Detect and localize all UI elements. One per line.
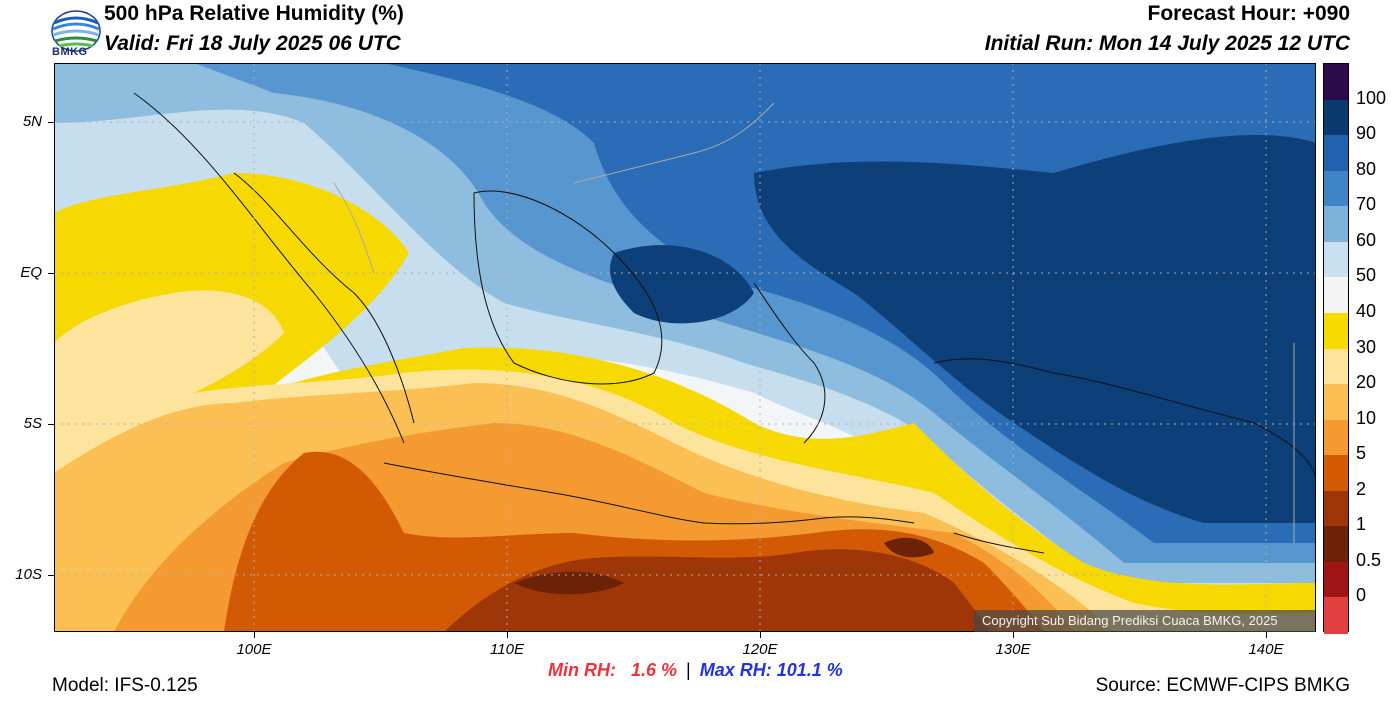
colorbar-segment: [1324, 348, 1348, 385]
lat-label-eq: EQ: [20, 264, 42, 281]
lat-tick: [48, 424, 54, 425]
map-title: 500 hPa Relative Humidity (%): [104, 2, 404, 25]
colorbar-segment: [1324, 490, 1348, 527]
colorbar-label: 0: [1356, 585, 1367, 606]
initial-run: Initial Run: Mon 14 July 2025 12 UTC: [984, 32, 1350, 55]
colorbar-segment: [1324, 312, 1348, 349]
colorbar-label: 10: [1356, 407, 1377, 428]
colorbar-label: 0.5: [1356, 549, 1382, 570]
model-label: Model: IFS-0.125: [52, 675, 198, 696]
lon-label-120e: 120E: [742, 641, 778, 658]
min-rh-label: Min RH: 1.6 %: [548, 660, 678, 680]
colorbar-label: 70: [1356, 194, 1377, 215]
lon-label-110e: 110E: [490, 641, 524, 658]
colorbar-label: 2: [1356, 478, 1367, 499]
colorbar-label: 5: [1356, 443, 1367, 464]
bmkg-logo-icon: [51, 10, 101, 52]
lon-tick: [507, 632, 508, 638]
logo-text: BMKG: [52, 46, 88, 58]
colorbar-label: 90: [1356, 123, 1377, 144]
colorbar: [1323, 63, 1349, 634]
colorbar-label: 100: [1356, 87, 1387, 108]
colorbar-segment: [1324, 419, 1348, 456]
colorbar-segment: [1324, 384, 1348, 421]
colorbar-segment: [1324, 241, 1348, 278]
lon-tick: [1266, 632, 1267, 638]
lat-tick: [48, 122, 54, 123]
separator: |: [686, 660, 691, 680]
colorbar-segment: [1324, 526, 1348, 563]
colorbar-label: 50: [1356, 265, 1377, 286]
lon-tick: [760, 632, 761, 638]
colorbar-label: 30: [1356, 336, 1377, 357]
colorbar-label: 1: [1356, 514, 1367, 535]
colorbar-segment: [1324, 561, 1348, 598]
colorbar-segment: [1324, 455, 1348, 492]
max-rh-label: Max RH: 101.1 %: [699, 660, 843, 680]
colorbar-label: 60: [1356, 229, 1377, 250]
lon-label-130e: 130E: [995, 641, 1031, 658]
colorbar-segment: [1324, 597, 1348, 634]
lat-label-5s: 5S: [23, 415, 42, 432]
forecast-hour: Forecast Hour: +090: [1147, 2, 1351, 25]
source-label: Source: ECMWF-CIPS BMKG: [1095, 675, 1350, 696]
lon-label-140e: 140E: [1248, 641, 1284, 658]
colorbar-label: 80: [1356, 158, 1377, 179]
copyright-notice: Copyright Sub Bidang Prediksi Cuaca BMKG…: [974, 610, 1315, 632]
colorbar-segment: [1324, 277, 1348, 314]
lat-label-5n: 5N: [22, 113, 42, 130]
min-max-rh: Min RH: 1.6 % | Max RH: 101.1 %: [548, 660, 843, 681]
lon-label-100e: 100E: [236, 641, 272, 658]
colorbar-segment: [1324, 135, 1348, 172]
humidity-map: [54, 63, 1316, 632]
colorbar-label: 40: [1356, 300, 1377, 321]
lat-tick: [48, 575, 54, 576]
colorbar-label: 20: [1356, 372, 1377, 393]
lat-tick: [48, 273, 54, 274]
lon-tick: [1013, 632, 1014, 638]
valid-time: Valid: Fri 18 July 2025 06 UTC: [104, 32, 401, 55]
lon-tick: [254, 632, 255, 638]
colorbar-segment: [1324, 170, 1348, 207]
colorbar-segment: [1324, 99, 1348, 136]
colorbar-segment: [1324, 64, 1348, 101]
colorbar-segment: [1324, 206, 1348, 243]
lat-label-10s: 10S: [15, 566, 42, 583]
